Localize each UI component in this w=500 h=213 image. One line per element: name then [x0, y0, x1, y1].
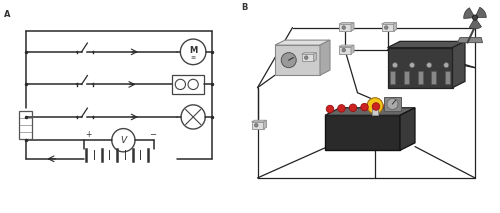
Polygon shape: [275, 40, 330, 45]
Polygon shape: [314, 53, 316, 61]
Circle shape: [367, 98, 383, 114]
Polygon shape: [452, 41, 465, 88]
Polygon shape: [320, 40, 330, 75]
Text: V: V: [120, 136, 126, 145]
Circle shape: [304, 56, 308, 59]
Bar: [404, 71, 409, 84]
Bar: [172, 75, 204, 94]
Bar: [384, 97, 401, 111]
Circle shape: [410, 63, 414, 68]
Polygon shape: [400, 108, 415, 150]
Circle shape: [444, 63, 449, 68]
Polygon shape: [388, 41, 465, 48]
Polygon shape: [339, 24, 351, 31]
Circle shape: [281, 53, 296, 68]
Polygon shape: [339, 45, 354, 47]
Circle shape: [387, 98, 398, 109]
Bar: [19, 111, 32, 139]
Polygon shape: [351, 23, 354, 31]
Circle shape: [384, 102, 391, 110]
Polygon shape: [394, 23, 396, 31]
Polygon shape: [339, 47, 351, 54]
Bar: [445, 71, 450, 84]
Polygon shape: [351, 45, 354, 54]
Text: M: M: [189, 46, 198, 55]
Text: ≡: ≡: [190, 55, 196, 59]
Polygon shape: [458, 37, 482, 43]
Circle shape: [372, 103, 380, 110]
Polygon shape: [464, 8, 474, 19]
Bar: [390, 71, 395, 84]
Text: B: B: [241, 3, 248, 12]
Bar: [431, 71, 436, 84]
Circle shape: [342, 48, 345, 52]
Polygon shape: [325, 108, 415, 115]
Circle shape: [342, 26, 345, 29]
Polygon shape: [476, 7, 486, 17]
Polygon shape: [252, 120, 266, 122]
Circle shape: [472, 15, 478, 20]
Polygon shape: [339, 23, 354, 24]
Polygon shape: [275, 45, 320, 75]
Polygon shape: [302, 53, 316, 54]
Text: A: A: [4, 10, 11, 19]
Bar: [418, 71, 422, 84]
Circle shape: [349, 104, 357, 112]
Circle shape: [338, 105, 345, 112]
Polygon shape: [470, 20, 482, 29]
Circle shape: [361, 103, 368, 111]
Bar: [372, 106, 378, 115]
Text: −: −: [149, 130, 156, 139]
Polygon shape: [382, 23, 396, 24]
Polygon shape: [388, 48, 452, 88]
Circle shape: [384, 26, 388, 29]
Polygon shape: [325, 115, 400, 150]
Circle shape: [426, 63, 432, 68]
Circle shape: [392, 63, 398, 68]
Polygon shape: [252, 122, 264, 129]
Polygon shape: [302, 54, 314, 61]
Circle shape: [254, 124, 258, 127]
Polygon shape: [382, 24, 394, 31]
Text: +: +: [85, 130, 91, 139]
Polygon shape: [264, 120, 266, 129]
Circle shape: [326, 105, 334, 113]
